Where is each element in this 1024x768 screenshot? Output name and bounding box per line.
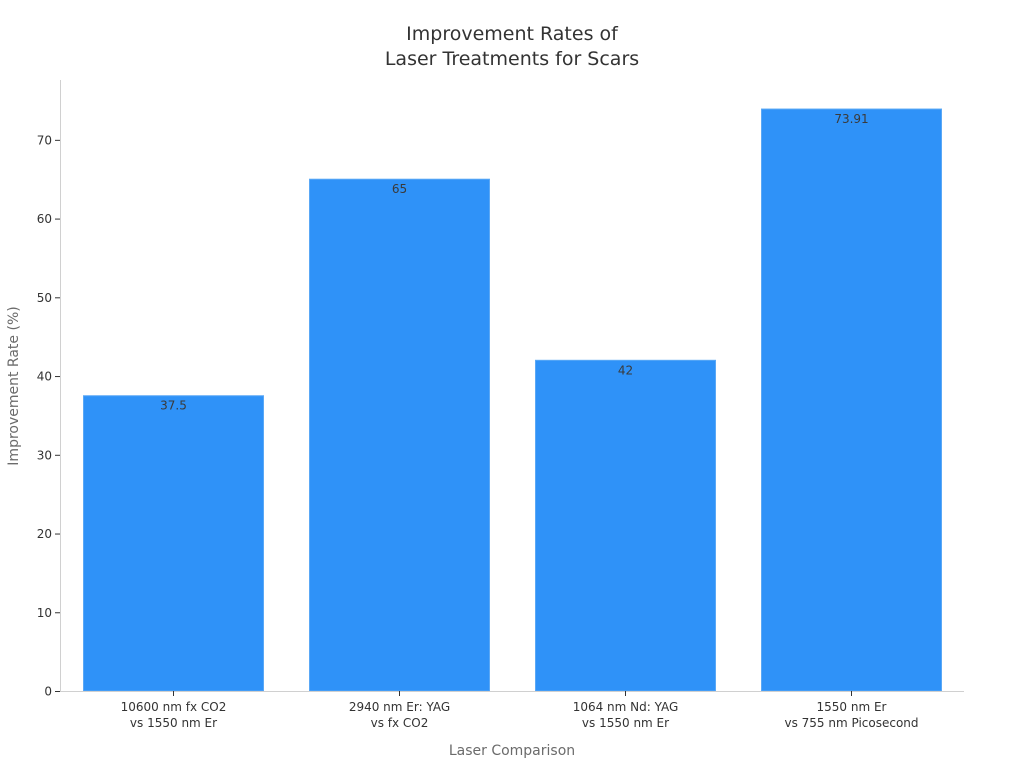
bar-4 [761, 108, 942, 692]
chart-title-line-2: Laser Treatments for Scars [385, 48, 639, 70]
y-tick-label-60: 60 [37, 212, 52, 226]
y-tick-label-0: 0 [44, 685, 52, 699]
data-labels-layer: 37.5 65 42 73.91 [160, 112, 869, 413]
x-tick-label-2-line-2: vs fx CO2 [371, 716, 429, 730]
x-tick-label-4-line-1: 1550 nm Er [817, 700, 887, 714]
bars-layer [83, 108, 942, 692]
y-tick-label-70: 70 [37, 133, 52, 147]
y-tick-label-20: 20 [37, 527, 52, 541]
y-tick-label-40: 40 [37, 370, 52, 384]
y-tick-label-10: 10 [37, 606, 52, 620]
y-tick-label-50: 50 [37, 291, 52, 305]
x-ticks-layer: 10600 nm fx CO2 vs 1550 nm Er 2940 nm Er: … [121, 691, 919, 730]
x-tick-label-1-line-2: vs 1550 nm Er [130, 716, 217, 730]
x-tick-label-3-line-2: vs 1550 nm Er [582, 716, 669, 730]
data-label-3: 42 [618, 363, 633, 377]
x-tick-label-3-line-1: 1064 nm Nd: YAG [573, 700, 679, 714]
x-tick-label-1-line-1: 10600 nm fx CO2 [121, 700, 227, 714]
x-tick-label-4-line-2: vs 755 nm Picosecond [784, 716, 918, 730]
x-tick-label-2-line-1: 2940 nm Er: YAG [349, 700, 450, 714]
y-ticks-layer: 0 10 20 30 40 50 60 70 [37, 133, 60, 699]
data-label-2: 65 [392, 182, 407, 196]
bar-1 [83, 395, 264, 692]
bar-3 [535, 359, 716, 692]
data-label-1: 37.5 [160, 399, 187, 413]
y-tick-label-30: 30 [37, 448, 52, 462]
bar-2 [309, 178, 490, 692]
x-axis-title: Laser Comparison [449, 743, 575, 759]
chart-title-line-1: Improvement Rates of [406, 23, 619, 45]
y-axis-title: Improvement Rate (%) [6, 306, 22, 465]
data-label-4: 73.91 [834, 112, 868, 126]
